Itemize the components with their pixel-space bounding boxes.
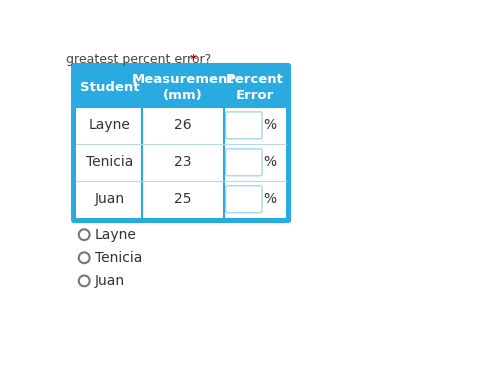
Text: 25: 25 bbox=[174, 192, 192, 206]
FancyBboxPatch shape bbox=[226, 112, 262, 139]
Text: %: % bbox=[263, 192, 276, 206]
Text: Juan: Juan bbox=[95, 274, 125, 288]
Text: *: * bbox=[186, 53, 198, 66]
Text: 23: 23 bbox=[174, 155, 192, 169]
Text: Measurement
(mm): Measurement (mm) bbox=[132, 73, 234, 102]
Circle shape bbox=[79, 229, 90, 240]
Text: Percent
Error: Percent Error bbox=[226, 73, 283, 102]
FancyBboxPatch shape bbox=[226, 149, 262, 176]
Text: greatest percent error?: greatest percent error? bbox=[66, 53, 212, 66]
Bar bbox=[76, 68, 286, 107]
Text: Tenicia: Tenicia bbox=[95, 251, 142, 265]
Text: Student: Student bbox=[80, 81, 139, 94]
Circle shape bbox=[79, 252, 90, 263]
FancyBboxPatch shape bbox=[226, 186, 262, 213]
Circle shape bbox=[79, 275, 90, 286]
Text: %: % bbox=[263, 118, 276, 132]
Text: Layne: Layne bbox=[95, 228, 137, 242]
Text: Layne: Layne bbox=[88, 118, 130, 132]
Bar bbox=[76, 107, 286, 218]
Text: Juan: Juan bbox=[94, 192, 124, 206]
Text: 26: 26 bbox=[174, 118, 192, 132]
Text: Tenicia: Tenicia bbox=[86, 155, 133, 169]
Text: %: % bbox=[263, 155, 276, 169]
FancyBboxPatch shape bbox=[71, 63, 291, 223]
